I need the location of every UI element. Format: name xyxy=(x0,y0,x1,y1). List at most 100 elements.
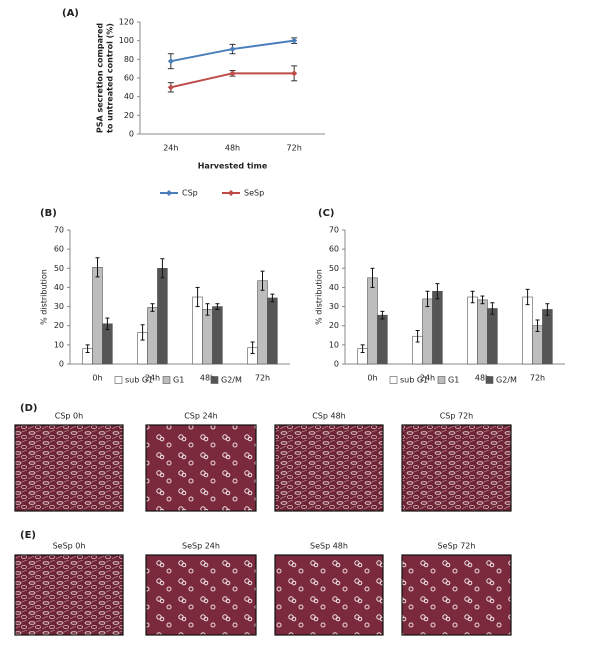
bar xyxy=(257,280,268,365)
y-tick-label: 20 xyxy=(329,321,339,330)
image-caption: CSp 72h xyxy=(440,412,474,421)
y-axis-title: PSA secretion compared xyxy=(96,23,105,134)
y-tick-label: 40 xyxy=(124,92,134,101)
y-tick-label: 80 xyxy=(124,55,134,64)
micrograph xyxy=(401,554,512,636)
bar xyxy=(147,307,158,365)
bar xyxy=(157,267,168,365)
y-axis-title: to untreated control (%) xyxy=(106,23,115,133)
bar xyxy=(377,314,388,365)
bar xyxy=(467,296,478,365)
image-caption: CSp 24h xyxy=(184,412,218,421)
micrograph xyxy=(274,554,384,636)
y-tick-label: 70 xyxy=(329,226,339,235)
y-tick-label: 100 xyxy=(119,36,134,45)
x-tick-label: 0h xyxy=(367,374,377,383)
panel-label: (C) xyxy=(318,208,334,219)
y-tick-label: 60 xyxy=(124,74,134,83)
panel-label: (B) xyxy=(40,208,57,219)
bar xyxy=(202,309,213,365)
legend-swatch xyxy=(437,376,446,384)
legend-label: CSp xyxy=(182,189,198,198)
legend-swatch xyxy=(210,376,219,384)
legend-label: G1 xyxy=(173,376,184,385)
legend-label: G2/M xyxy=(221,376,242,385)
marker xyxy=(291,37,298,44)
image-caption: SeSp 72h xyxy=(438,542,476,551)
y-tick-label: 60 xyxy=(54,245,64,254)
micrograph xyxy=(145,424,257,512)
legend-swatch xyxy=(114,376,123,384)
x-tick-label: 24h xyxy=(163,144,178,153)
y-tick-label: 60 xyxy=(329,245,339,254)
x-tick-label: 72h xyxy=(530,374,545,383)
legend-marker xyxy=(166,190,172,196)
bar xyxy=(92,267,103,365)
legend-marker xyxy=(228,190,234,196)
y-axis-title: % distribution xyxy=(40,269,49,325)
x-tick-label: 0h xyxy=(92,374,102,383)
marker xyxy=(167,84,174,91)
bar xyxy=(367,277,378,365)
y-tick-label: 0 xyxy=(59,360,64,369)
image-caption: SeSp 24h xyxy=(182,542,220,551)
x-tick-label: 24h xyxy=(145,374,160,383)
x-tick-label: 72h xyxy=(255,374,270,383)
x-tick-label: 48h xyxy=(225,144,240,153)
marker xyxy=(291,70,298,77)
y-tick-label: 0 xyxy=(129,130,134,139)
micrograph xyxy=(401,424,512,512)
bar xyxy=(212,306,223,365)
y-tick-label: 40 xyxy=(329,283,339,292)
legend-swatch xyxy=(162,376,171,384)
x-tick-label: 24h xyxy=(420,374,435,383)
legend-label: SeSp xyxy=(244,189,264,198)
image-caption: SeSp 48h xyxy=(310,542,348,551)
legend-swatch xyxy=(485,376,494,384)
y-tick-label: 40 xyxy=(54,283,64,292)
micrograph xyxy=(274,424,384,512)
micrograph xyxy=(14,554,124,636)
y-tick-label: 0 xyxy=(334,360,339,369)
y-tick-label: 30 xyxy=(54,302,64,311)
y-tick-label: 120 xyxy=(119,18,134,27)
panel-label: (A) xyxy=(62,8,79,19)
x-tick-label: 48h xyxy=(200,374,215,383)
micrograph xyxy=(14,424,124,512)
y-axis-title: % distribution xyxy=(315,269,324,325)
y-tick-label: 50 xyxy=(54,264,64,273)
legend-label: sub G1 xyxy=(125,376,153,385)
panel-label: (D) xyxy=(20,403,37,414)
bar xyxy=(542,309,553,365)
y-tick-label: 10 xyxy=(329,340,339,349)
y-tick-label: 50 xyxy=(329,264,339,273)
x-tick-label: 48h xyxy=(475,374,490,383)
image-caption: SeSp 0h xyxy=(53,542,86,551)
y-tick-label: 70 xyxy=(54,226,64,235)
y-tick-label: 20 xyxy=(54,321,64,330)
bar xyxy=(487,308,498,365)
marker xyxy=(229,70,236,77)
image-caption: CSp 0h xyxy=(55,412,83,421)
bar xyxy=(267,297,278,365)
micrograph xyxy=(145,554,257,636)
legend-swatch xyxy=(389,376,398,384)
x-tick-label: 72h xyxy=(287,144,302,153)
legend-label: sub G1 xyxy=(400,376,428,385)
legend-label: G2/M xyxy=(496,376,517,385)
y-tick-label: 20 xyxy=(124,111,134,120)
bar xyxy=(422,298,433,365)
y-tick-label: 30 xyxy=(329,302,339,311)
marker xyxy=(167,58,174,65)
image-caption: CSp 48h xyxy=(312,412,346,421)
bar xyxy=(522,296,533,365)
marker xyxy=(229,46,236,53)
y-tick-label: 10 xyxy=(54,340,64,349)
bar xyxy=(432,290,443,365)
x-axis-title: Harvested time xyxy=(198,162,268,171)
panel-label: (E) xyxy=(20,530,36,541)
bar xyxy=(477,299,488,365)
legend-label: G1 xyxy=(448,376,459,385)
